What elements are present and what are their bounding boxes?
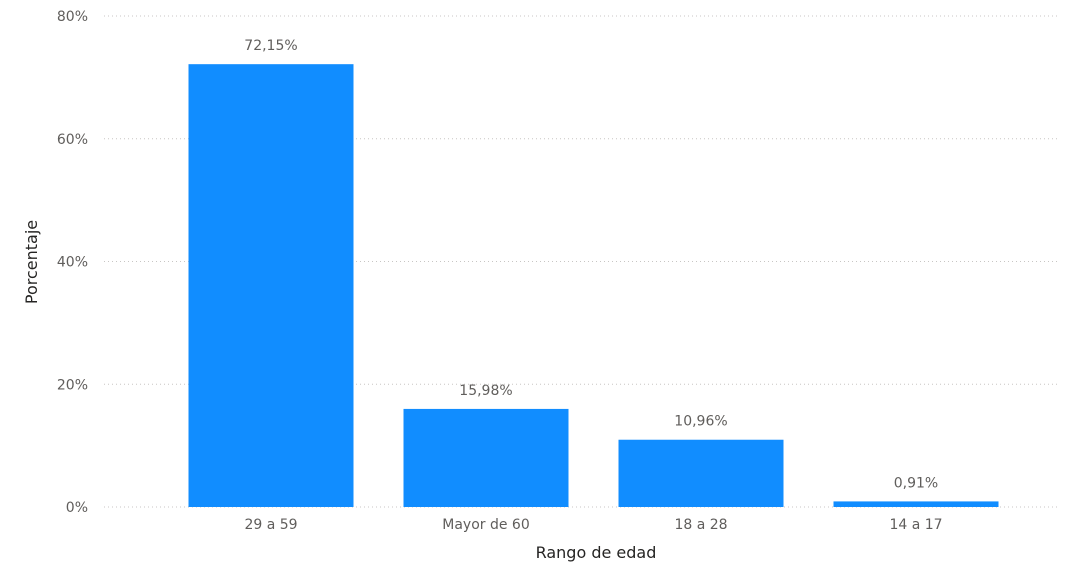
- bar[interactable]: [188, 64, 354, 507]
- x-tick-label: 29 a 59: [244, 517, 297, 533]
- bar-value-label: 0,91%: [894, 475, 938, 491]
- bar[interactable]: [618, 439, 784, 507]
- bar[interactable]: [833, 501, 999, 507]
- y-tick-label: 80%: [57, 9, 88, 25]
- y-tick-label: 20%: [57, 377, 88, 393]
- x-tick-label: 14 a 17: [889, 517, 942, 533]
- x-axis-title: Rango de edad: [536, 543, 657, 562]
- bar[interactable]: [403, 408, 569, 507]
- y-axis-title: Porcentaje: [22, 220, 41, 304]
- bar-value-label: 10,96%: [674, 414, 727, 430]
- x-axis-ticks: 29 a 59 Mayor de 60 18 a 28 14 a 17: [244, 517, 942, 533]
- y-tick-label: 40%: [57, 255, 88, 271]
- y-tick-label: 60%: [57, 132, 88, 148]
- x-tick-label: Mayor de 60: [442, 517, 529, 533]
- bars: [188, 64, 999, 507]
- data-labels: 72,15% 15,98% 10,96% 0,91%: [244, 38, 938, 491]
- x-tick-label: 18 a 28: [674, 517, 727, 533]
- bar-value-label: 72,15%: [244, 38, 297, 54]
- bar-value-label: 15,98%: [459, 383, 512, 399]
- y-axis-ticks: 0% 20% 40% 60% 80%: [57, 9, 88, 516]
- y-tick-label: 0%: [66, 500, 88, 516]
